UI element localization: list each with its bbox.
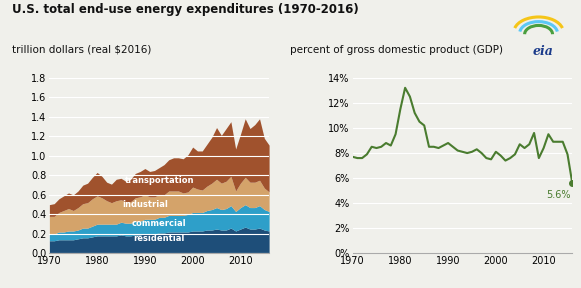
Text: eia: eia <box>533 45 554 58</box>
Text: U.S. total end-use energy expenditures (1970-2016): U.S. total end-use energy expenditures (… <box>12 3 358 16</box>
Text: 5.6%: 5.6% <box>546 190 570 200</box>
Text: residential: residential <box>134 234 185 243</box>
Text: transportation: transportation <box>124 176 194 185</box>
Text: percent of gross domestic product (GDP): percent of gross domestic product (GDP) <box>290 45 504 55</box>
Text: trillion dollars (real $2016): trillion dollars (real $2016) <box>12 45 151 55</box>
Text: commercial: commercial <box>132 219 187 228</box>
Text: industrial: industrial <box>122 200 168 209</box>
